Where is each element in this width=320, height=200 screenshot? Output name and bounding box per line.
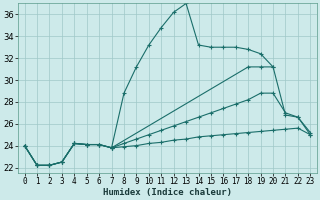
X-axis label: Humidex (Indice chaleur): Humidex (Indice chaleur)	[103, 188, 232, 197]
